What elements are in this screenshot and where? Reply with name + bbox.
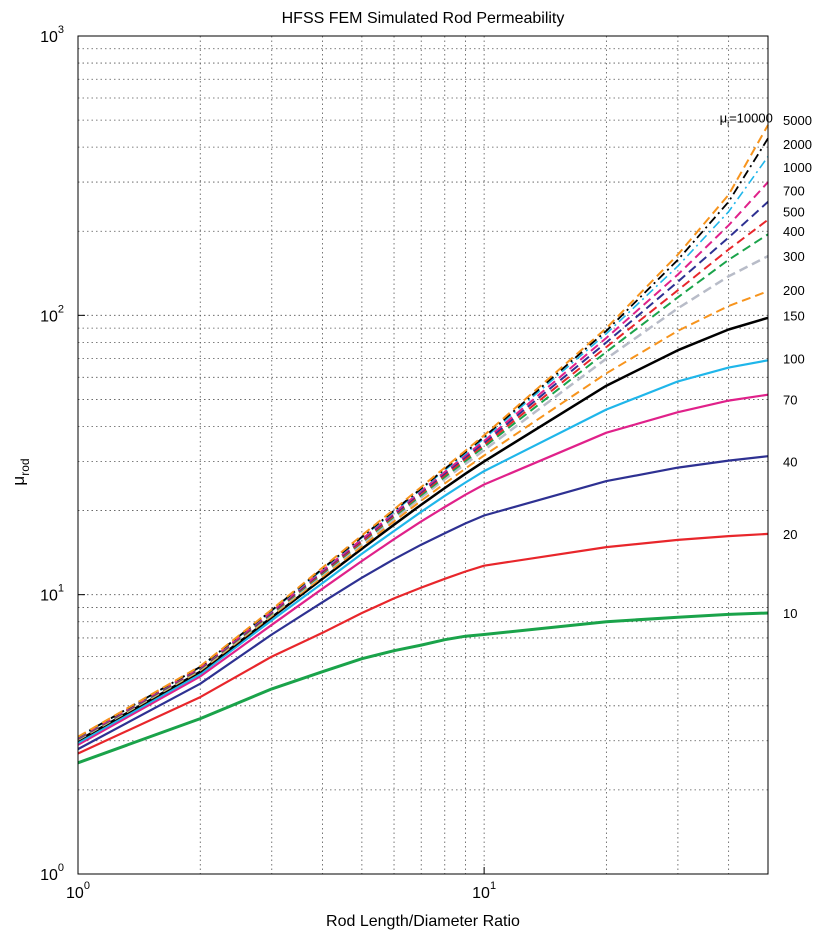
series-line-70 — [77, 393, 769, 746]
chart-title: HFSS FEM Simulated Rod Permeability — [282, 10, 565, 27]
series-label-70: 70 — [783, 392, 797, 407]
series-labels: 10 20 40 70 100 150 200 300 400 500 700 1000 2000 500… — [783, 113, 812, 621]
svg-text:μi=10000: μi=10000 — [720, 111, 773, 129]
series-line-40 — [77, 455, 769, 751]
series-line-150 — [77, 316, 769, 742]
series-label-2000: 2000 — [783, 137, 812, 152]
annotation-sub: i — [727, 119, 729, 129]
series-label-1000: 1000 — [783, 160, 812, 175]
y-tick-label: 100 — [40, 862, 64, 884]
y-axis-label-sub: rod — [18, 458, 32, 475]
tick-labels: 100 101 100 101 102 103 — [40, 24, 496, 902]
series-label-300: 300 — [783, 249, 805, 264]
series-line-5000 — [77, 137, 769, 738]
y-tick-label: 102 — [40, 303, 64, 325]
annotation-base: μ — [720, 111, 728, 126]
series-label-200: 200 — [783, 283, 805, 298]
series-group — [77, 124, 769, 765]
y-tick-label: 103 — [40, 24, 64, 46]
series-label-100: 100 — [783, 352, 805, 367]
annotation-text: =10000 — [729, 111, 773, 126]
series-label-150: 150 — [783, 308, 805, 323]
series-label-40: 40 — [783, 454, 797, 469]
series-line-10 — [77, 611, 769, 765]
series-line-100 — [77, 359, 769, 744]
series-label-700: 700 — [783, 183, 805, 198]
series-line-top — [77, 124, 769, 738]
series-label-400: 400 — [783, 224, 805, 239]
series-label-5000: 5000 — [783, 113, 812, 128]
y-axis-label: μrod — [9, 458, 32, 485]
series-label-20: 20 — [783, 527, 797, 542]
series-label-10: 10 — [783, 606, 797, 621]
x-tick-label: 100 — [66, 880, 90, 902]
y-axis-label-base: μ — [9, 476, 28, 486]
y-tick-label: 101 — [40, 583, 64, 605]
svg-text:μrod: μrod — [9, 458, 32, 485]
x-axis-label: Rod Length/Diameter Ratio — [326, 913, 520, 930]
series-line-20 — [77, 532, 769, 755]
series-label-500: 500 — [783, 205, 805, 220]
x-tick-label: 101 — [472, 880, 496, 902]
mu-i-annotation: μi=10000 — [720, 111, 773, 129]
plot-frame — [77, 35, 769, 875]
